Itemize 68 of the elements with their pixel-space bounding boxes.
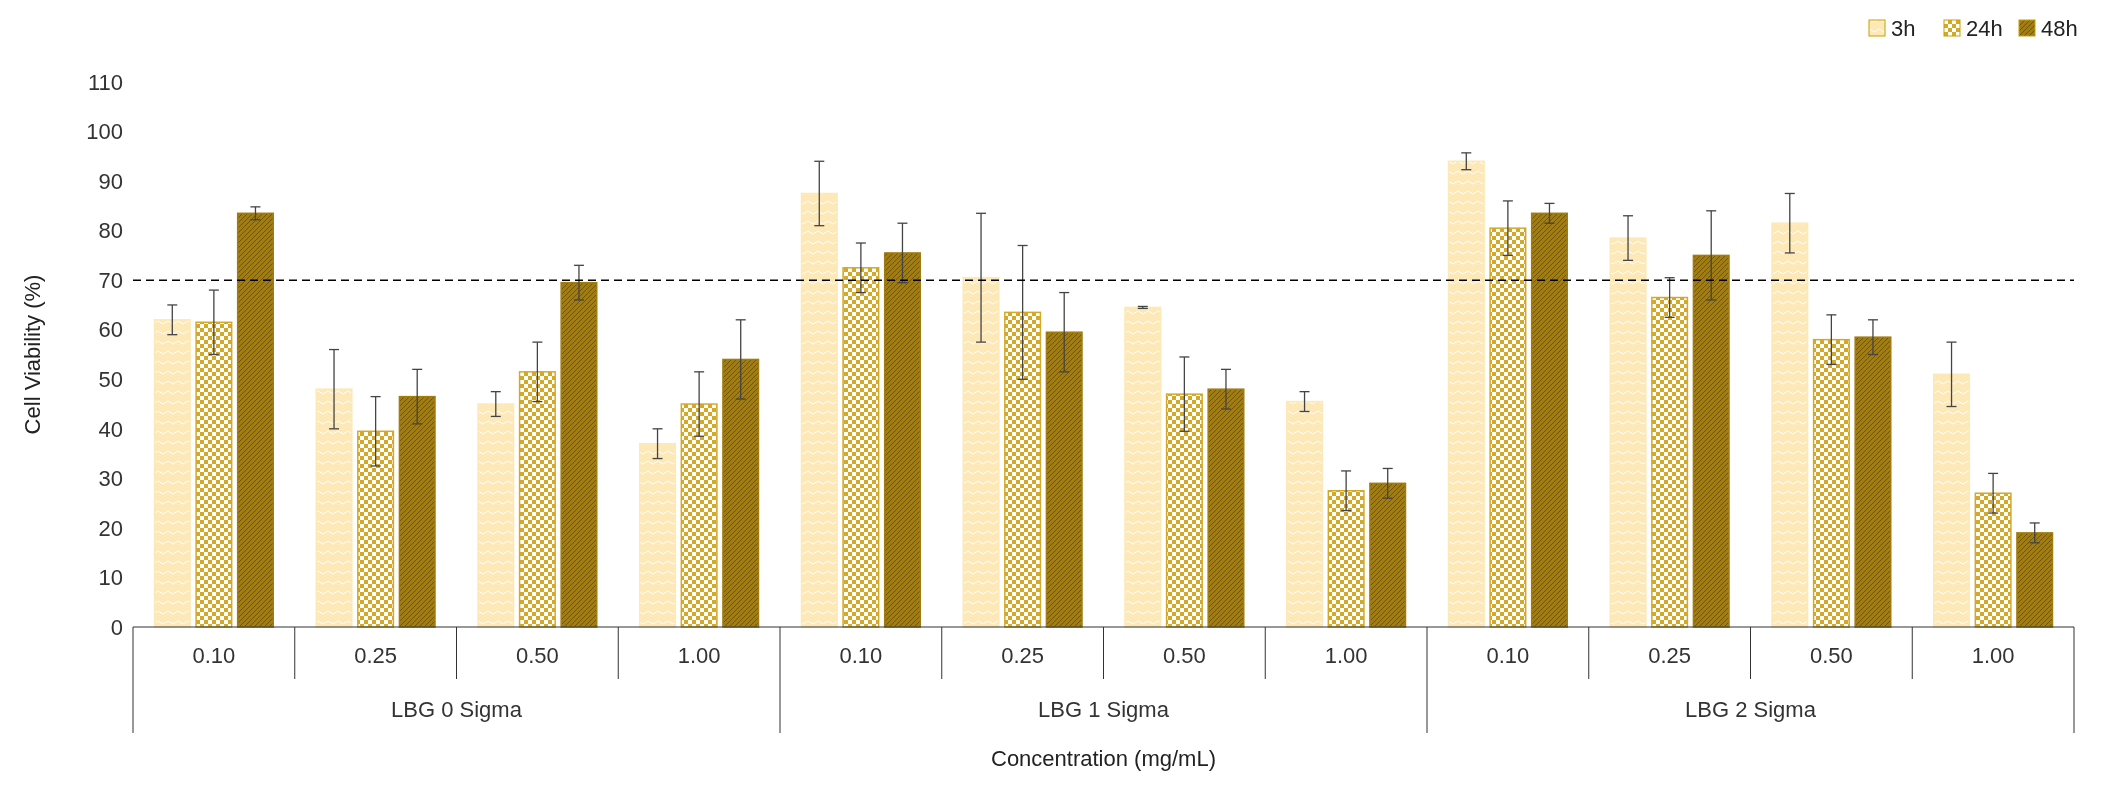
bar — [639, 442, 677, 628]
bar — [962, 276, 1000, 628]
bar — [1974, 492, 2012, 628]
bar — [1489, 227, 1527, 628]
bar — [236, 212, 274, 628]
bar — [1124, 306, 1162, 628]
bar — [1447, 160, 1485, 628]
bar — [1771, 222, 1809, 628]
y-tick-label: 60 — [98, 317, 123, 343]
y-tick-label: 20 — [98, 515, 123, 541]
bar — [1045, 331, 1083, 628]
bar — [680, 403, 718, 628]
bar — [518, 371, 556, 628]
x-tick-label: 1.00 — [677, 642, 721, 668]
y-tick-label: 110 — [87, 69, 123, 95]
legend-label: 48h — [2041, 15, 2078, 41]
y-tick-label: 40 — [98, 416, 123, 442]
bar — [1933, 373, 1971, 628]
x-tick-label: 0.25 — [354, 642, 398, 668]
bar — [1286, 400, 1324, 628]
x-tick-label: 0.10 — [192, 642, 236, 668]
y-axis-title: Cell Viability (%) — [20, 274, 45, 435]
x-tick-label: 0.50 — [1162, 642, 1206, 668]
bar — [722, 358, 760, 628]
bar — [2016, 532, 2054, 628]
bar — [477, 403, 515, 628]
legend-label: 24h — [1966, 15, 2003, 41]
bar — [1369, 482, 1407, 628]
bar — [1004, 311, 1042, 628]
bar — [398, 395, 436, 628]
bar — [560, 281, 598, 628]
bar — [1165, 393, 1203, 628]
y-tick-label: 100 — [86, 119, 123, 145]
bar — [1651, 296, 1689, 628]
bar — [883, 252, 921, 628]
y-tick-label: 80 — [98, 218, 123, 244]
x-tick-label: 0.25 — [1648, 642, 1692, 668]
y-tick-label: 30 — [98, 466, 123, 492]
bar — [195, 321, 233, 628]
y-tick-label: 0 — [110, 614, 123, 640]
bar — [1812, 338, 1850, 628]
bar — [1530, 212, 1569, 628]
text: LBG 2 Sigma — [1685, 696, 1817, 722]
x-tick-label: 0.50 — [1809, 642, 1853, 668]
x-tick-label: 0.25 — [1001, 642, 1045, 668]
y-tick-label: 70 — [98, 267, 123, 293]
y-tick-label: 90 — [98, 168, 123, 194]
bar — [1692, 254, 1730, 628]
x-tick-label: 0.10 — [1486, 642, 1530, 668]
x-tick-label: 1.00 — [1971, 642, 2015, 668]
text: LBG 1 Sigma — [1038, 696, 1170, 722]
y-tick-label: 50 — [98, 366, 123, 392]
bar — [315, 388, 353, 628]
x-tick-label: 0.10 — [839, 642, 883, 668]
bar — [357, 430, 395, 628]
bar — [1609, 237, 1647, 628]
x-tick-label: 0.50 — [515, 642, 559, 668]
text: LBG 0 Sigma — [391, 696, 523, 722]
bar — [153, 319, 191, 628]
bar — [800, 192, 838, 628]
x-axis-title: Concentration (mg/mL) — [991, 746, 1216, 771]
bar — [1854, 336, 1892, 628]
bar — [842, 267, 880, 628]
bar — [1207, 388, 1245, 628]
bar — [1327, 490, 1365, 628]
y-tick-label: 10 — [98, 565, 123, 591]
x-tick-label: 1.00 — [1324, 642, 1368, 668]
legend-label: 3h — [1891, 15, 1916, 41]
